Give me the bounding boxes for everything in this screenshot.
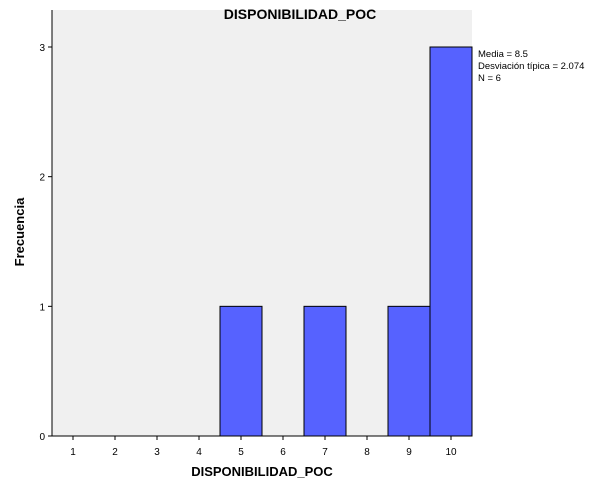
y-tick-label: 2: [39, 173, 45, 184]
x-tick-label: 7: [322, 447, 328, 458]
y-axis-title: Frecuencia: [12, 197, 27, 266]
x-tick-label: 2: [112, 447, 118, 458]
x-tick-label: 3: [154, 447, 160, 458]
y-tick-label: 0: [39, 432, 45, 443]
x-tick-label: 5: [238, 447, 244, 458]
x-ticks-group: 1 2 3 4 5 6 7 8 9 10: [70, 436, 457, 458]
stats-n: N = 6: [478, 73, 501, 84]
stats-mean: Media = 8.5: [478, 49, 528, 60]
stats-box: Media = 8.5 Desviación típica = 2.074 N …: [478, 49, 584, 84]
x-tick-label: 4: [196, 447, 202, 458]
x-tick-label: 6: [280, 447, 286, 458]
bars-group: [219, 46, 473, 437]
histogram-bar-5: [219, 305, 263, 437]
histogram-bar-9: [387, 305, 431, 437]
y-tick-label: 3: [39, 43, 45, 54]
y-tick-label: 1: [39, 302, 45, 313]
chart-title: DISPONIBILIDAD_POC: [224, 6, 376, 22]
histogram-bar-7: [303, 305, 347, 437]
x-tick-label: 8: [364, 447, 370, 458]
stats-std: Desviación típica = 2.074: [478, 61, 584, 72]
x-tick-label: 10: [445, 447, 457, 458]
histogram-bar-10: [429, 46, 473, 437]
x-tick-label: 1: [70, 447, 76, 458]
x-tick-label: 9: [406, 447, 412, 458]
x-axis-title: DISPONIBILIDAD_POC: [191, 464, 333, 479]
y-ticks-group: 0 1 2 3: [39, 43, 52, 443]
